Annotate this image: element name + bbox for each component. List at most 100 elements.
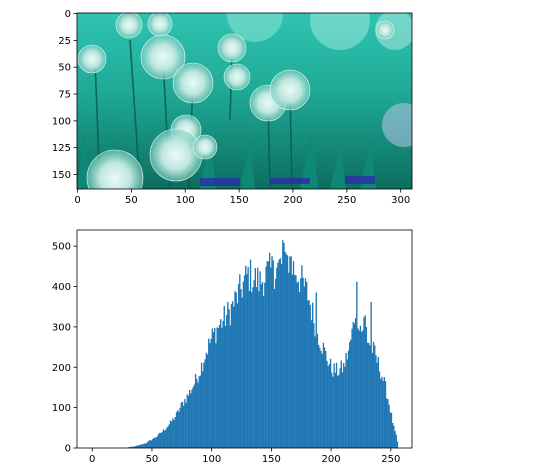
- histogram-bar: [186, 394, 188, 448]
- histogram-bar: [301, 265, 303, 448]
- histogram-bar: [325, 351, 327, 448]
- histogram-bar: [374, 345, 376, 448]
- histogram-bar: [257, 267, 259, 448]
- histogram-bar: [364, 315, 366, 448]
- histogram-bar: [206, 354, 209, 448]
- histogram-bar: [349, 342, 351, 448]
- histogram-bar: [227, 301, 229, 448]
- image-axes-frame: [76, 12, 413, 190]
- histogram-bar: [381, 376, 383, 448]
- histogram-bars: [126, 240, 399, 448]
- histogram-bar: [188, 390, 191, 448]
- histogram-bar: [391, 422, 394, 448]
- x-tick-label: 150: [262, 454, 281, 465]
- histogram-bar: [263, 296, 265, 448]
- histogram-bar: [177, 410, 179, 448]
- histogram-bar: [344, 366, 346, 448]
- histogram-bar: [328, 364, 331, 448]
- histogram-bar: [326, 360, 328, 448]
- histogram-bar: [340, 360, 342, 448]
- histogram-bar: [215, 343, 217, 448]
- histogram-bar: [341, 372, 344, 448]
- histogram-bar: [242, 281, 245, 448]
- histogram-bar: [288, 272, 290, 448]
- histogram-bar: [184, 399, 186, 448]
- histogram-bar: [354, 318, 357, 448]
- x-tick-label: 0: [89, 454, 95, 465]
- y-tick-label: 0: [65, 444, 71, 455]
- histogram-bar: [329, 358, 332, 448]
- histogram-bar: [323, 347, 326, 448]
- x-tick-label: 300: [391, 195, 410, 206]
- histogram-bar: [216, 327, 218, 448]
- y-tick-label: 100: [52, 403, 71, 414]
- y-tick-label: 0: [65, 9, 71, 20]
- histogram-bar: [173, 419, 175, 448]
- histogram-bar: [139, 444, 142, 448]
- histogram-bar: [233, 306, 235, 448]
- histogram-bar: [347, 350, 350, 448]
- y-tick-label: 100: [52, 116, 71, 127]
- histogram-bar: [365, 326, 368, 448]
- histogram-bar: [339, 368, 341, 448]
- histogram-bar: [174, 416, 176, 448]
- histogram-bar: [333, 363, 335, 448]
- histogram-bar: [137, 445, 139, 448]
- x-tick-label: 100: [176, 195, 195, 206]
- y-tick-label: 500: [52, 242, 71, 253]
- histogram-bar: [315, 292, 317, 448]
- histogram-bar: [255, 287, 258, 448]
- histogram-bar: [175, 412, 178, 448]
- histogram-bar: [196, 378, 198, 448]
- histogram-bar: [148, 440, 150, 448]
- histogram-bar: [129, 447, 131, 448]
- histogram-axes-frame: [76, 229, 413, 449]
- histogram-bar: [295, 275, 297, 448]
- histogram-bar: [155, 437, 157, 448]
- histogram-bar: [284, 252, 286, 448]
- histogram-bar: [327, 366, 329, 448]
- histogram-bar: [337, 375, 339, 448]
- histogram-bar: [246, 274, 248, 448]
- histogram-bar: [130, 446, 132, 448]
- histogram-bar: [251, 292, 253, 448]
- histogram-bar: [253, 280, 255, 448]
- histogram-bar: [334, 372, 337, 448]
- histogram-bar: [270, 267, 272, 448]
- histogram-bar: [390, 412, 393, 448]
- histogram-bar: [387, 399, 389, 448]
- x-tick-label: 250: [381, 454, 400, 465]
- histogram-bar: [151, 439, 154, 448]
- histogram-bar: [131, 446, 133, 448]
- histogram-bar: [274, 278, 277, 448]
- histogram-bar: [265, 266, 267, 448]
- histogram-bar: [167, 426, 169, 448]
- histogram-bar: [393, 425, 395, 448]
- histogram-bar: [168, 424, 171, 448]
- histogram-bar: [209, 343, 211, 448]
- histogram-bar: [375, 355, 377, 448]
- histogram-bar: [277, 262, 279, 448]
- y-tick-label: 50: [58, 63, 71, 74]
- histogram-bar: [276, 267, 278, 448]
- histogram-bar: [159, 432, 161, 448]
- histogram-bar: [360, 331, 363, 448]
- histogram-bar: [154, 437, 156, 448]
- histogram-bar: [185, 402, 187, 448]
- histogram-bar: [220, 319, 222, 448]
- histogram-bar: [380, 379, 382, 448]
- histogram-bar: [303, 286, 305, 448]
- histogram-bar: [308, 300, 310, 448]
- histogram-bar: [351, 328, 353, 448]
- y-tick-label: 200: [52, 363, 71, 374]
- histogram-bar: [150, 440, 153, 448]
- y-tick-label: 75: [58, 90, 71, 101]
- histogram-bar: [208, 338, 210, 448]
- x-tick-label: 200: [283, 195, 302, 206]
- histogram-bar: [321, 353, 323, 448]
- histogram-bar: [161, 431, 163, 448]
- histogram-bar: [222, 320, 224, 448]
- histogram-bar: [266, 261, 268, 448]
- histogram-bar: [362, 330, 364, 448]
- histogram-bar: [285, 254, 288, 448]
